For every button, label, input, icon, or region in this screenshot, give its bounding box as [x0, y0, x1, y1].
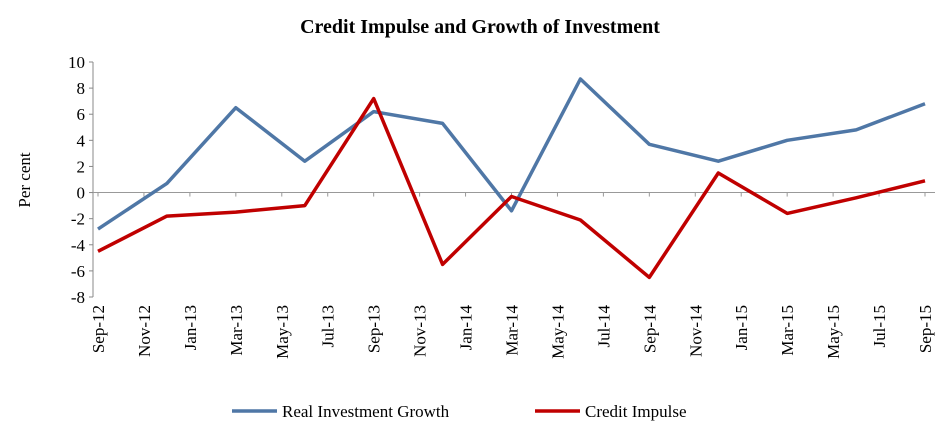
series-line	[97, 77, 926, 231]
x-tick-label: May-14	[548, 305, 567, 359]
legend-label: Credit Impulse	[585, 402, 687, 421]
x-tick-label: Sep-14	[640, 305, 659, 354]
x-tick-label: Jan-15	[732, 305, 751, 350]
x-tick-label: Jan-13	[181, 305, 200, 350]
x-tick-label: Mar-15	[778, 305, 797, 356]
x-tick-label: May-15	[824, 305, 843, 359]
y-tick-label: 0	[77, 184, 86, 203]
y-tick-label: -8	[71, 288, 85, 307]
x-tick-label: Nov-13	[411, 305, 430, 357]
x-tick-label: Mar-13	[227, 305, 246, 356]
x-tick-label: Sep-13	[365, 305, 384, 353]
x-tick-label: Sep-15	[916, 305, 935, 353]
x-tick-label: Jul-13	[319, 305, 338, 348]
y-tick-label: -6	[71, 262, 85, 281]
x-tick-label: Jul-15	[870, 305, 889, 348]
y-axis-label: Per cent	[15, 152, 34, 208]
y-tick-label: 6	[77, 105, 86, 124]
y-tick-label: 10	[68, 53, 85, 72]
x-tick-label: Mar-14	[503, 305, 522, 356]
y-tick-label: -2	[71, 210, 85, 229]
chart-title: Credit Impulse and Growth of Investment	[300, 16, 660, 38]
x-tick-label: Jul-14	[594, 305, 613, 348]
legend-label: Real Investment Growth	[282, 402, 450, 421]
x-tick-label: May-13	[273, 305, 292, 359]
x-tick-label: Sep-12	[89, 305, 108, 353]
y-tick-label: 4	[77, 131, 86, 150]
x-tick-label: Jan-14	[457, 305, 476, 351]
y-tick-label: -4	[71, 236, 86, 255]
y-tick-label: 8	[77, 79, 86, 98]
series-line	[97, 96, 926, 280]
y-tick-label: 2	[77, 157, 86, 176]
x-tick-label: Nov-12	[135, 305, 154, 357]
x-tick-label: Nov-14	[686, 305, 705, 357]
